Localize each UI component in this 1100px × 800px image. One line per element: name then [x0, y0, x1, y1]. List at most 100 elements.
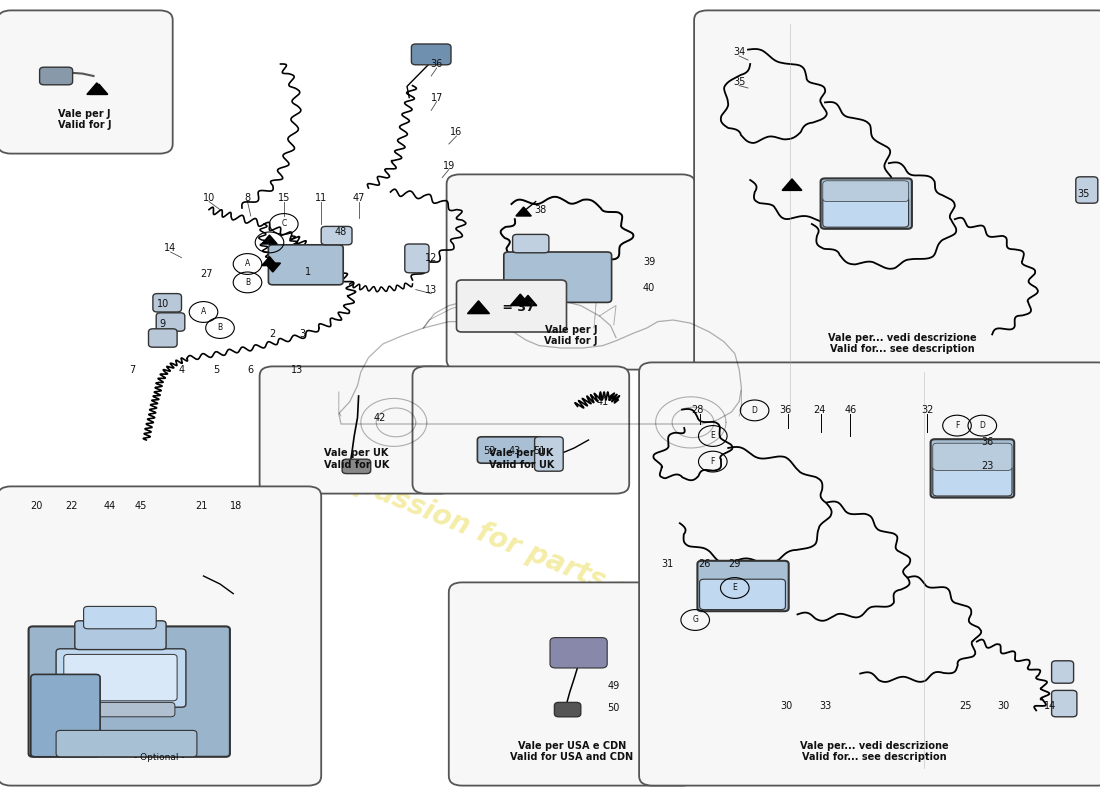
FancyBboxPatch shape: [56, 730, 197, 757]
Text: 41: 41: [596, 397, 609, 406]
Text: G: G: [692, 615, 698, 625]
Text: F: F: [955, 421, 959, 430]
FancyBboxPatch shape: [933, 466, 1012, 496]
FancyBboxPatch shape: [31, 674, 100, 757]
Text: D: D: [751, 406, 758, 415]
Polygon shape: [265, 263, 280, 272]
Text: 7: 7: [129, 365, 135, 374]
Text: 28: 28: [691, 406, 704, 415]
Text: 47: 47: [352, 193, 365, 202]
Text: 11: 11: [315, 193, 328, 202]
Text: = 37: = 37: [498, 301, 535, 314]
FancyBboxPatch shape: [456, 280, 566, 332]
Polygon shape: [782, 179, 802, 190]
FancyBboxPatch shape: [260, 366, 453, 494]
Text: 22: 22: [65, 501, 78, 510]
FancyBboxPatch shape: [550, 638, 607, 668]
FancyBboxPatch shape: [821, 178, 912, 229]
Text: 51: 51: [532, 446, 546, 456]
Polygon shape: [262, 257, 277, 266]
Text: 52: 52: [483, 446, 496, 456]
Text: 25: 25: [959, 701, 972, 710]
Text: 10: 10: [156, 299, 169, 309]
Text: 35: 35: [733, 77, 746, 86]
Text: 16: 16: [450, 127, 463, 137]
Text: Vale per... vedi descrizione
Valid for... see description: Vale per... vedi descrizione Valid for..…: [827, 333, 977, 354]
Text: 36: 36: [981, 437, 994, 446]
Text: A: A: [201, 307, 206, 317]
FancyBboxPatch shape: [156, 313, 185, 331]
FancyBboxPatch shape: [75, 621, 166, 650]
FancyBboxPatch shape: [412, 366, 629, 494]
Text: 23: 23: [981, 461, 994, 470]
FancyBboxPatch shape: [554, 702, 581, 717]
Text: 30: 30: [780, 701, 793, 710]
Text: 20: 20: [30, 501, 43, 510]
FancyBboxPatch shape: [823, 181, 909, 202]
Polygon shape: [510, 294, 530, 306]
Text: 1: 1: [305, 267, 311, 277]
Text: 40: 40: [642, 283, 656, 293]
Text: 3: 3: [299, 329, 306, 338]
FancyBboxPatch shape: [29, 626, 230, 757]
Text: A: A: [245, 259, 250, 269]
Text: 35: 35: [1077, 189, 1090, 198]
FancyBboxPatch shape: [342, 459, 371, 474]
Text: 4: 4: [178, 365, 185, 374]
Text: C: C: [267, 238, 272, 247]
Text: B: B: [245, 278, 250, 287]
FancyBboxPatch shape: [148, 329, 177, 347]
FancyBboxPatch shape: [449, 582, 695, 786]
Text: Vale per J
Valid for J: Vale per J Valid for J: [544, 325, 597, 346]
Text: 12: 12: [425, 253, 438, 262]
FancyBboxPatch shape: [535, 437, 563, 471]
Text: 24: 24: [813, 406, 826, 415]
Text: 50: 50: [607, 703, 620, 713]
FancyBboxPatch shape: [513, 234, 549, 253]
FancyBboxPatch shape: [56, 649, 186, 707]
Text: F: F: [711, 457, 715, 466]
Text: 14: 14: [1044, 701, 1057, 710]
Text: 29: 29: [728, 559, 741, 569]
Text: 10: 10: [202, 193, 216, 202]
Text: 39: 39: [642, 258, 656, 267]
Text: 2: 2: [270, 329, 276, 338]
Text: 9: 9: [160, 319, 166, 329]
Text: 38: 38: [534, 206, 547, 215]
FancyBboxPatch shape: [411, 44, 451, 65]
FancyBboxPatch shape: [694, 10, 1100, 378]
Polygon shape: [516, 207, 531, 216]
Text: 43: 43: [508, 446, 521, 456]
Text: 13: 13: [290, 365, 304, 374]
Text: 36: 36: [430, 59, 443, 69]
FancyBboxPatch shape: [268, 245, 343, 285]
FancyBboxPatch shape: [504, 252, 612, 302]
Text: 49: 49: [607, 681, 620, 690]
Polygon shape: [468, 301, 490, 314]
FancyBboxPatch shape: [84, 606, 156, 629]
Text: a passion for parts since 1985: a passion for parts since 1985: [326, 458, 774, 662]
FancyBboxPatch shape: [0, 486, 321, 786]
Text: 34: 34: [733, 47, 746, 57]
FancyBboxPatch shape: [0, 10, 173, 154]
Text: 14: 14: [164, 243, 177, 253]
Text: C: C: [282, 219, 286, 229]
Text: 19: 19: [442, 161, 455, 170]
Text: 17: 17: [430, 93, 443, 102]
Text: B: B: [218, 323, 222, 333]
FancyBboxPatch shape: [1052, 690, 1077, 717]
Polygon shape: [90, 84, 108, 94]
Text: 13: 13: [425, 285, 438, 294]
Text: 45: 45: [134, 501, 147, 510]
Text: 6: 6: [248, 365, 254, 374]
Text: 42: 42: [373, 414, 386, 423]
Text: 46: 46: [844, 406, 857, 415]
FancyBboxPatch shape: [700, 579, 785, 610]
Text: Vale per USA e CDN
Valid for USA and CDN: Vale per USA e CDN Valid for USA and CDN: [510, 741, 634, 762]
FancyBboxPatch shape: [64, 654, 177, 701]
FancyBboxPatch shape: [823, 197, 909, 227]
FancyBboxPatch shape: [639, 362, 1100, 786]
Text: 31: 31: [661, 559, 674, 569]
Text: - Optional -: - Optional -: [134, 754, 185, 762]
Text: 33: 33: [818, 701, 832, 710]
